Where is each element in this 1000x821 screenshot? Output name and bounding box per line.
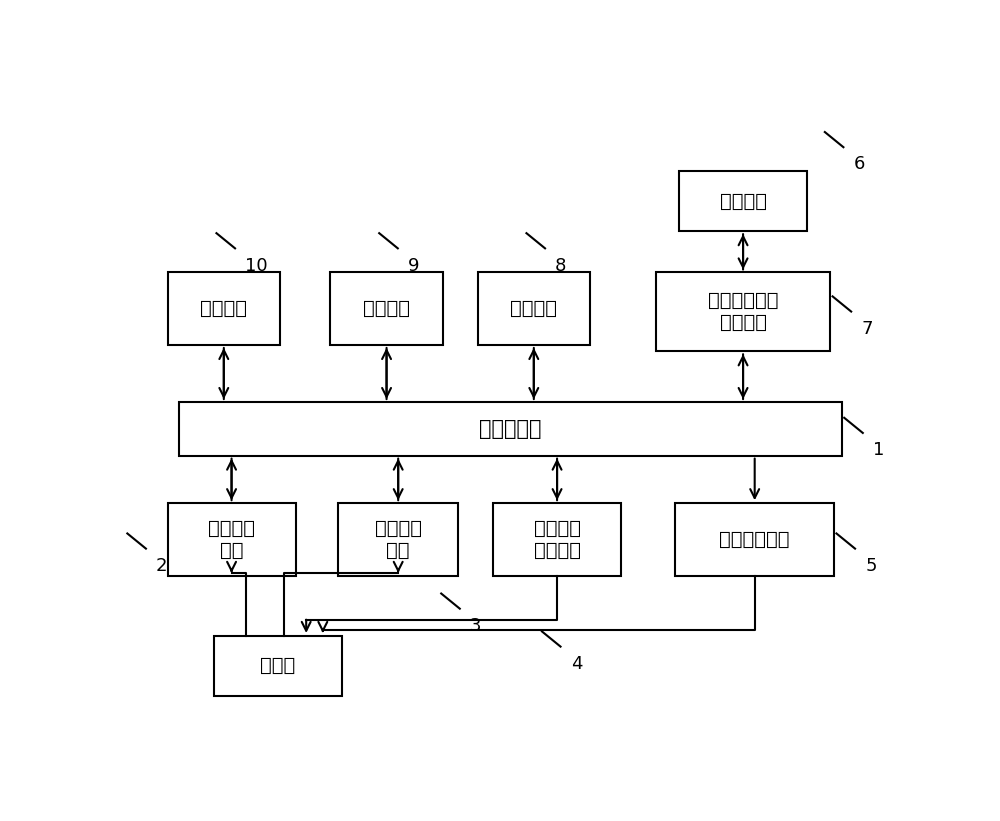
Text: 交流电流
输出电路: 交流电流 输出电路 <box>534 519 581 560</box>
Bar <box>478 273 590 345</box>
Text: 4: 4 <box>571 655 582 673</box>
Text: 显示单元: 显示单元 <box>200 299 247 319</box>
Bar <box>330 273 443 345</box>
Bar <box>214 635 342 696</box>
Text: 主控制模块: 主控制模块 <box>479 419 542 439</box>
Text: 蓄电池: 蓄电池 <box>260 657 296 676</box>
Bar <box>179 402 842 456</box>
Bar <box>168 503 296 576</box>
Text: 5: 5 <box>865 557 877 575</box>
Text: 2: 2 <box>156 557 168 575</box>
Text: 3: 3 <box>470 617 481 635</box>
Text: 通信电路: 通信电路 <box>510 299 557 319</box>
Bar <box>679 172 807 232</box>
Text: 9: 9 <box>408 256 419 274</box>
Bar <box>168 273 280 345</box>
Text: 8: 8 <box>555 256 566 274</box>
Text: 10: 10 <box>245 256 268 274</box>
Text: 7: 7 <box>861 319 873 337</box>
Bar <box>656 273 830 351</box>
Bar <box>338 503 458 576</box>
Text: 输入单元: 输入单元 <box>363 299 410 319</box>
Text: 锂电池组: 锂电池组 <box>720 192 767 211</box>
Bar <box>675 503 834 576</box>
Text: 1: 1 <box>873 441 884 459</box>
Text: 6: 6 <box>854 155 865 173</box>
Text: 电压检测
电路: 电压检测 电路 <box>208 519 255 560</box>
Text: 内阻检测
电路: 内阻检测 电路 <box>375 519 422 560</box>
Text: 锂电池充放电
管理电路: 锂电池充放电 管理电路 <box>708 291 778 333</box>
Bar <box>493 503 621 576</box>
Text: 恒流放电电路: 恒流放电电路 <box>719 530 790 549</box>
